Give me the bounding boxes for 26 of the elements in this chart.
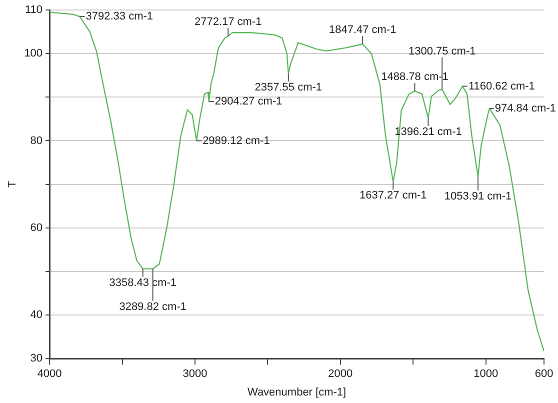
- y-axis-title: T: [6, 180, 19, 188]
- annotation: 1300.75 cm-1: [408, 45, 476, 58]
- annotation: 2989.12 cm-1: [202, 134, 270, 147]
- annotation: 2772.17 cm-1: [194, 16, 262, 28]
- annotation: 1637.27 cm-1: [360, 190, 427, 202]
- x-axis-title: Wavenumber [cm-1]: [247, 386, 346, 398]
- x-tick-label: 2000: [328, 368, 353, 380]
- y-tick-label: 80: [30, 134, 43, 147]
- y-tick-label: 110: [25, 4, 43, 16]
- y-tick-label: 100: [24, 48, 43, 60]
- y-tick-label: 60: [30, 222, 43, 234]
- annotation: 1160.62 cm-1: [468, 80, 535, 92]
- annotation: 3289.82 cm-1: [119, 300, 186, 313]
- y-tick-label: 30: [30, 352, 43, 365]
- annotation: 3358.43 cm-1: [109, 276, 176, 289]
- x-tick-label: 4000: [37, 368, 62, 380]
- annotation: 2357.55 cm-1: [254, 82, 322, 94]
- annotation: 2904.27 cm-1: [214, 96, 282, 108]
- annotation: 3792.33 cm-1: [86, 10, 154, 23]
- annotation: 1053.91 cm-1: [444, 190, 512, 202]
- x-tick-label: 3000: [182, 368, 208, 380]
- y-tick-label: 40: [30, 309, 43, 322]
- x-tick-label: 600: [534, 368, 554, 380]
- x-tick-label: 1000: [474, 368, 498, 380]
- annotation: 1847.47 cm-1: [328, 24, 396, 36]
- annotation: 974.84 cm-1: [494, 102, 556, 115]
